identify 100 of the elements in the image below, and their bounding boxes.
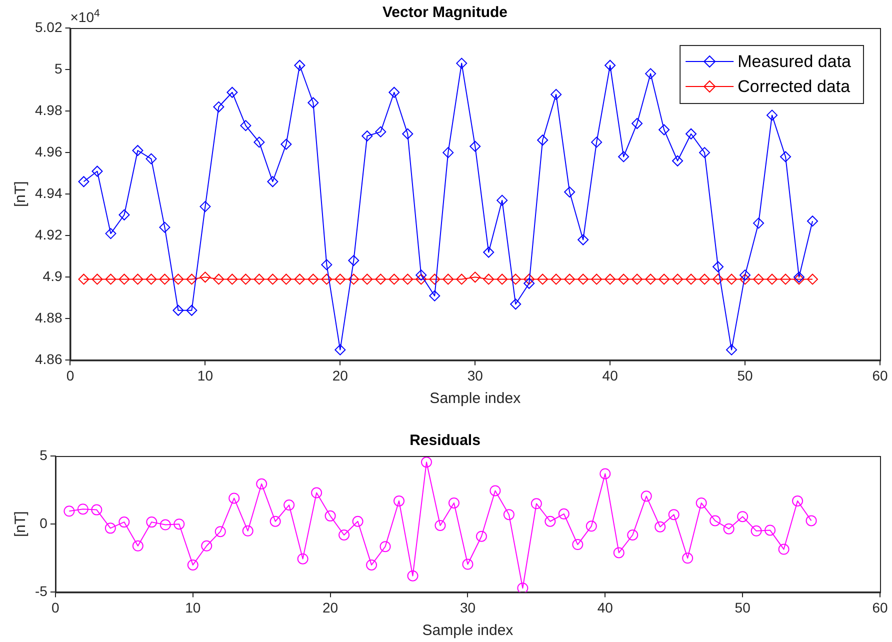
x-axis-title: Sample index (430, 390, 522, 408)
x-tick-label: 30 (467, 367, 484, 384)
point (737, 511, 748, 522)
point (668, 509, 680, 520)
point (764, 524, 776, 536)
point (710, 515, 721, 526)
point (338, 529, 350, 540)
point (442, 147, 454, 158)
point (213, 274, 224, 285)
point (600, 468, 611, 480)
point (740, 270, 751, 281)
point (416, 274, 427, 285)
point (226, 86, 238, 98)
x-tick-label: 60 (872, 367, 888, 384)
point (753, 274, 764, 285)
point (146, 516, 158, 528)
y-tick-label: 4.92 (35, 226, 62, 242)
y-axis-title: [nT] (12, 181, 30, 208)
point (187, 559, 198, 570)
point (402, 274, 414, 285)
x-tick-label: 60 (872, 599, 888, 616)
point (407, 570, 418, 582)
point (658, 274, 670, 285)
point (118, 209, 130, 220)
x-tick-label: 50 (737, 367, 754, 384)
point (726, 274, 738, 285)
point (201, 540, 212, 552)
point (160, 519, 171, 530)
point (470, 140, 481, 152)
point (78, 176, 90, 188)
point (654, 521, 666, 532)
point (686, 274, 697, 285)
x-tick-label: 40 (597, 599, 614, 616)
point (503, 509, 514, 520)
point (483, 274, 494, 285)
point (118, 274, 130, 285)
point (308, 274, 319, 285)
point (380, 541, 391, 552)
point (334, 344, 346, 356)
point (586, 520, 597, 532)
point (699, 274, 710, 285)
point (544, 516, 556, 527)
point (537, 274, 548, 285)
point (159, 222, 170, 233)
point (470, 272, 481, 283)
point (806, 515, 817, 526)
x-axis-title: Sample index (422, 622, 514, 640)
point (780, 274, 792, 285)
point (348, 255, 360, 266)
point (672, 155, 684, 166)
x-tick-label: 10 (197, 367, 214, 384)
x-tick-label: 50 (734, 599, 751, 616)
point (226, 274, 238, 285)
point (294, 60, 306, 71)
point (362, 274, 373, 285)
point (483, 246, 494, 258)
y-tick-label: 4.88 (35, 310, 62, 326)
point (270, 516, 281, 527)
point (530, 498, 542, 510)
point (388, 274, 400, 285)
point (297, 553, 308, 564)
point (256, 478, 268, 490)
point (778, 544, 790, 555)
point (645, 274, 656, 285)
y-tick-label: 5 (40, 446, 48, 463)
point (402, 128, 414, 140)
point (456, 58, 468, 69)
point (723, 523, 734, 534)
point (442, 274, 454, 285)
point (537, 134, 548, 146)
point (712, 274, 724, 285)
point (456, 274, 468, 285)
point (362, 130, 373, 142)
y-tick-label: -5 (34, 583, 48, 600)
point (578, 234, 589, 246)
point (254, 136, 265, 148)
point (627, 529, 638, 540)
point (104, 522, 116, 534)
legend-label: Measured data (738, 52, 852, 72)
point (640, 490, 652, 502)
point (174, 518, 185, 530)
point (780, 151, 792, 162)
point (311, 487, 322, 498)
point (807, 216, 818, 227)
x-tick-label: 10 (185, 599, 201, 616)
point (321, 274, 332, 285)
y-tick-label: 4.94 (35, 184, 62, 201)
point (524, 274, 535, 285)
point (132, 145, 144, 156)
point (334, 274, 346, 285)
point (632, 118, 643, 130)
point (172, 274, 184, 285)
point (200, 272, 211, 283)
point (324, 510, 336, 522)
point (496, 274, 508, 285)
point (462, 558, 474, 570)
point (267, 274, 278, 285)
point (394, 495, 405, 506)
point (240, 120, 252, 132)
point (159, 274, 170, 285)
